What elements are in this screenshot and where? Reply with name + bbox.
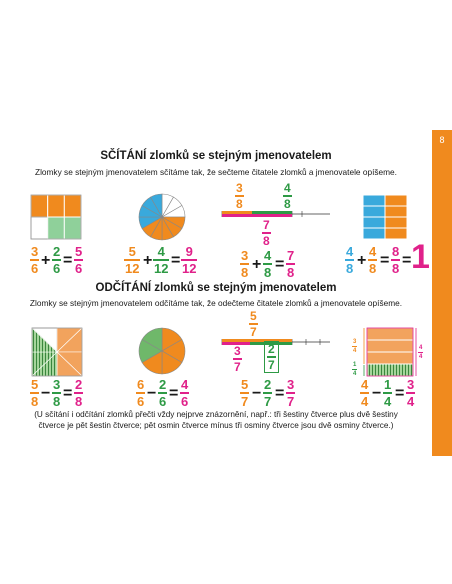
square-sixths-figure bbox=[30, 194, 82, 240]
addition-rule: Zlomky se stejným jmenovatelem sčítáme t… bbox=[35, 167, 397, 177]
grid-eighths-figure bbox=[362, 194, 408, 240]
square-eighths-figure bbox=[31, 327, 83, 377]
pie-slice bbox=[150, 193, 163, 219]
explanation-note: (U sčítání i odčítání zlomků přečti vždy… bbox=[34, 410, 398, 430]
addition-heading: SČÍTÁNÍ zlomků se stejným jmenovatelem bbox=[100, 150, 332, 162]
subtraction-rule: Zlomky se stejným jmenovatelem odčítáme … bbox=[29, 298, 403, 308]
page-number: 8 bbox=[439, 135, 445, 145]
rect-quarters-figure bbox=[363, 327, 417, 377]
pie-twelfths-figure bbox=[138, 193, 186, 241]
result-one: 1 bbox=[411, 238, 430, 276]
pie-slice bbox=[141, 327, 163, 352]
number-line-eighths bbox=[221, 211, 330, 217]
pie-sixths-figure bbox=[138, 327, 186, 375]
page-tab bbox=[432, 130, 452, 456]
number-line-sevenths bbox=[221, 339, 330, 345]
subtraction-heading: ODČÍTÁNÍ zlomků se stejným jmenovatelem bbox=[95, 282, 337, 294]
